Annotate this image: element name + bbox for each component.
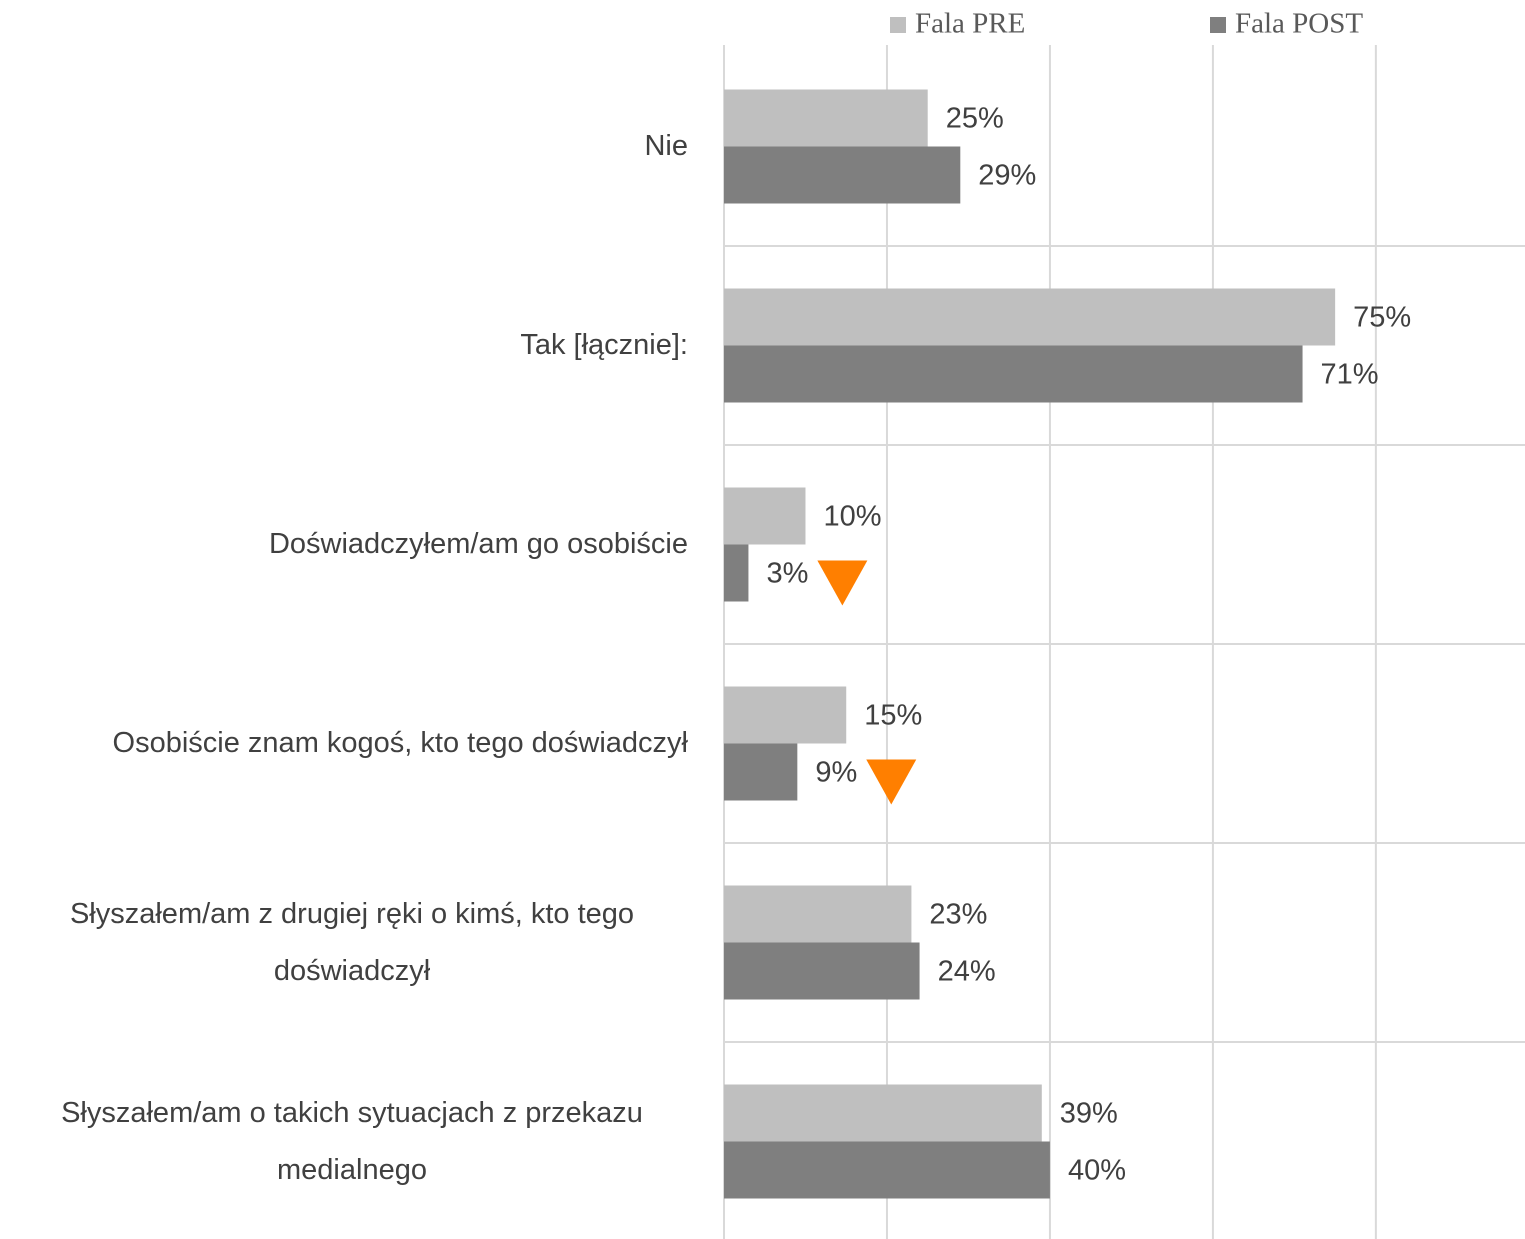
bar: [724, 146, 961, 204]
bar: [724, 942, 920, 1000]
data-label: 75%: [1353, 302, 1411, 334]
bar: [724, 743, 798, 801]
bar: [724, 1141, 1050, 1199]
category-text: Tak [łącznie]:: [520, 329, 688, 362]
legend-label: Fala PRE: [915, 8, 1025, 40]
bar: [724, 89, 928, 147]
data-label: 24%: [938, 956, 996, 988]
bar: [724, 686, 847, 744]
category-label: Osobiście znam kogoś, kto tego doświadcz…: [0, 684, 688, 804]
category-text: Słyszałem/am z drugiej ręki o kimś, kto …: [69, 897, 635, 987]
data-label: 3%: [766, 558, 808, 590]
bar: [724, 345, 1303, 403]
data-label: 71%: [1321, 359, 1379, 391]
data-label: 29%: [978, 160, 1036, 192]
category-text: Nie: [644, 130, 688, 163]
category-label: Tak [łącznie]:: [0, 286, 688, 406]
legend-swatch: [890, 17, 906, 33]
bar: [724, 288, 1336, 346]
data-label: 39%: [1060, 1098, 1118, 1130]
data-label: 23%: [929, 899, 987, 931]
data-label: 15%: [864, 700, 922, 732]
category-label: Nie: [0, 87, 688, 207]
legend-swatch: [1210, 17, 1226, 33]
category-label: Słyszałem/am z drugiej ręki o kimś, kto …: [0, 883, 688, 1003]
category-text: Osobiście znam kogoś, kto tego doświadcz…: [112, 727, 688, 760]
category-text: Doświadczyłem/am go osobiście: [268, 528, 688, 561]
legend-label: Fala POST: [1235, 8, 1363, 40]
decrease-marker: [817, 560, 868, 606]
decrease-marker: [866, 759, 917, 805]
category-label: Słyszałem/am o takich sytuacjach z przek…: [0, 1082, 688, 1202]
data-label: 10%: [823, 501, 881, 533]
data-label: 40%: [1068, 1155, 1126, 1187]
bar: [724, 544, 749, 602]
data-label: 9%: [815, 757, 857, 789]
bar: [724, 487, 806, 545]
data-label: 25%: [946, 103, 1004, 135]
bar: [724, 885, 912, 943]
category-text: Słyszałem/am o takich sytuacjach z przek…: [61, 1096, 643, 1186]
category-label: Doświadczyłem/am go osobiście: [0, 485, 688, 605]
bar: [724, 1084, 1042, 1142]
